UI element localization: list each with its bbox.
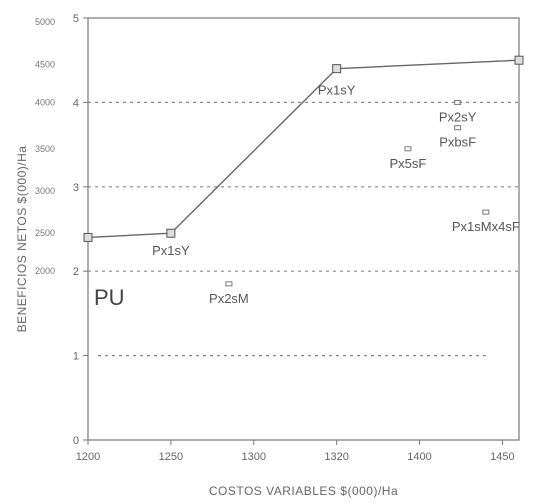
dominated-point-label: Px2sY bbox=[439, 109, 477, 124]
grid-lines bbox=[88, 101, 519, 357]
dominated-point-marker bbox=[482, 209, 490, 215]
x-tick-label: 1450 bbox=[490, 451, 514, 463]
y-secondary-tick-label: 5000 bbox=[35, 17, 55, 27]
frontier-point-marker bbox=[332, 64, 342, 74]
frontier-point-label: Px1sY bbox=[152, 243, 190, 258]
x-tick-label: 1200 bbox=[76, 451, 100, 463]
y-axis-title: BENEFICIOS NETOS $(000)/Ha bbox=[15, 146, 29, 333]
frontier-point-label: Px1sY bbox=[318, 83, 356, 98]
y-tick-label: 1 bbox=[73, 351, 79, 363]
y-secondary-tick-label: 2000 bbox=[35, 266, 55, 276]
dominated-point-marker bbox=[454, 125, 462, 131]
y-secondary-tick-label: 4000 bbox=[35, 97, 55, 107]
dominated-point-label: Px2sM bbox=[209, 291, 249, 306]
series-layer: Px1sY Px1sY Px2sM Px5sF Px2sY PxbsF Px1sMx4sF bbox=[83, 55, 524, 306]
pu-annotation: PU bbox=[94, 285, 125, 310]
frontier-point-marker bbox=[166, 228, 176, 238]
frontier-point-marker bbox=[83, 232, 93, 242]
dominated-point-marker bbox=[454, 99, 462, 105]
axis-ticks: 0 1 2 3 4 5 2000 2500 3000 3500 4000 4500 5000 1200 12… bbox=[35, 13, 515, 463]
y-secondary-tick-label: 4500 bbox=[35, 59, 55, 69]
x-axis-title: COSTOS VARIABLES $(000)/Ha bbox=[209, 484, 398, 498]
y-tick-label: 0 bbox=[73, 435, 79, 447]
x-tick-label: 1250 bbox=[159, 451, 183, 463]
y-tick-label: 5 bbox=[73, 13, 79, 25]
dominated-point-label: PxbsF bbox=[439, 135, 476, 150]
y-tick-label: 3 bbox=[73, 182, 79, 194]
plot-area-frame bbox=[87, 17, 520, 441]
x-tick-label: 1300 bbox=[242, 451, 266, 463]
dominated-point-label: Px1sMx4sF bbox=[452, 219, 520, 234]
y-tick-label: 2 bbox=[73, 266, 79, 278]
y-secondary-tick-label: 2500 bbox=[35, 228, 55, 238]
frontier-line bbox=[87, 59, 520, 239]
y-secondary-tick-label: 3500 bbox=[35, 144, 55, 154]
x-tick-label: 1320 bbox=[324, 451, 348, 463]
y-tick-label: 4 bbox=[73, 97, 79, 109]
dominated-point-marker bbox=[225, 281, 233, 287]
dominated-point-label: Px5sF bbox=[390, 156, 427, 171]
frontier-point-marker bbox=[514, 55, 524, 65]
x-tick-label: 1400 bbox=[407, 451, 431, 463]
y-secondary-tick-label: 3000 bbox=[35, 186, 55, 196]
dominated-point-marker bbox=[404, 146, 412, 152]
